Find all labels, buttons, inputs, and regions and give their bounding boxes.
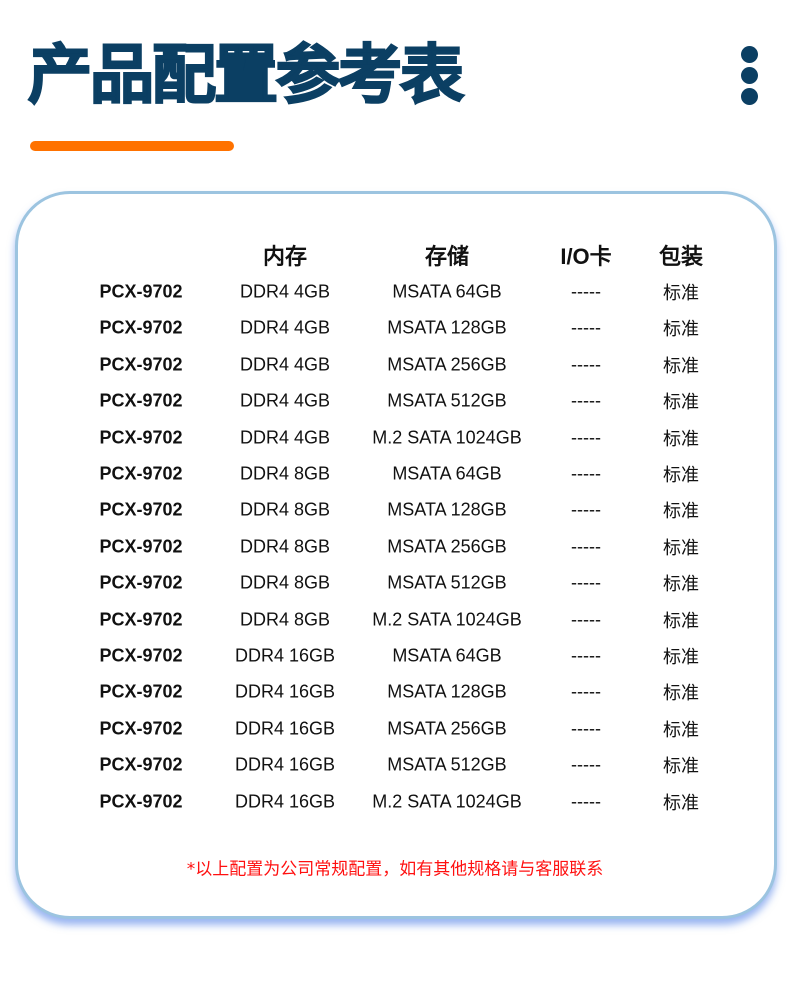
cell-model: PCX-9702 (99, 754, 183, 775)
cell-storage: MSATA 64GB (392, 463, 502, 484)
cell-memory: DDR4 8GB (239, 572, 331, 593)
cell-io-card: ----- (571, 681, 601, 702)
cell-memory: DDR4 8GB (239, 463, 331, 484)
cell-package: 标准 (663, 319, 699, 340)
cell-package: 标准 (663, 392, 699, 413)
cell-memory: DDR4 4GB (239, 427, 331, 448)
cell-package: 标准 (663, 792, 699, 813)
vertical-dots-icon[interactable] (741, 46, 759, 109)
cell-model: PCX-9702 (99, 791, 183, 812)
cell-storage: MSATA 256GB (387, 536, 507, 557)
cell-storage: MSATA 64GB (392, 281, 502, 302)
cell-storage: M.2 SATA 1024GB (372, 609, 522, 630)
cell-memory: DDR4 4GB (239, 354, 331, 375)
cell-memory: DDR4 8GB (239, 499, 331, 520)
cell-model: PCX-9702 (99, 281, 183, 302)
cell-storage: MSATA 512GB (387, 754, 507, 775)
cell-model: PCX-9702 (99, 463, 183, 484)
config-table-card (15, 191, 777, 919)
cell-io-card: ----- (571, 427, 601, 448)
cell-memory: DDR4 16GB (234, 754, 336, 775)
cell-io-card: ----- (571, 754, 601, 775)
cell-storage: MSATA 512GB (387, 572, 507, 593)
cell-package: 标准 (663, 574, 699, 595)
cell-storage: MSATA 256GB (387, 718, 507, 739)
cell-memory: DDR4 8GB (239, 536, 331, 557)
cell-model: PCX-9702 (99, 718, 183, 739)
page-title: 产品配置参考表 (27, 38, 465, 114)
cell-storage: MSATA 256GB (387, 354, 507, 375)
cell-storage: M.2 SATA 1024GB (372, 427, 522, 448)
cell-model: PCX-9702 (99, 645, 183, 666)
cell-storage: MSATA 512GB (387, 390, 507, 411)
header-package: 包装 (658, 244, 704, 269)
cell-package: 标准 (663, 719, 699, 740)
cell-model: PCX-9702 (99, 572, 183, 593)
cell-model: PCX-9702 (99, 609, 183, 630)
cell-io-card: ----- (571, 499, 601, 520)
cell-memory: DDR4 16GB (234, 645, 336, 666)
cell-io-card: ----- (571, 718, 601, 739)
cell-model: PCX-9702 (99, 427, 183, 448)
cell-model: PCX-9702 (99, 354, 183, 375)
cell-model: PCX-9702 (99, 499, 183, 520)
cell-memory: DDR4 16GB (234, 718, 336, 739)
cell-io-card: ----- (571, 572, 601, 593)
cell-io-card: ----- (571, 281, 601, 302)
cell-memory: DDR4 4GB (239, 390, 331, 411)
cell-io-card: ----- (571, 609, 601, 630)
accent-bar (30, 141, 234, 151)
cell-package: 标准 (663, 610, 699, 631)
header-memory: 内存 (262, 244, 308, 269)
cell-storage: M.2 SATA 1024GB (372, 791, 522, 812)
cell-io-card: ----- (571, 645, 601, 666)
config-note: *以上配置为公司常规配置，如有其他规格请与客服联系 (186, 859, 604, 880)
cell-io-card: ----- (571, 791, 601, 812)
cell-model: PCX-9702 (99, 681, 183, 702)
cell-memory: DDR4 16GB (234, 681, 336, 702)
cell-memory: DDR4 4GB (239, 281, 331, 302)
cell-model: PCX-9702 (99, 390, 183, 411)
header-storage: 存储 (424, 244, 470, 269)
cell-package: 标准 (663, 465, 699, 485)
cell-io-card: ----- (571, 354, 601, 375)
cell-storage: MSATA 128GB (387, 681, 507, 702)
cell-package: 标准 (663, 683, 699, 704)
cell-memory: DDR4 8GB (239, 609, 331, 630)
cell-storage: MSATA 128GB (387, 317, 507, 338)
cell-package: 标准 (663, 647, 699, 667)
cell-storage: MSATA 64GB (392, 645, 502, 666)
cell-storage: MSATA 128GB (387, 499, 507, 520)
cell-package: 标准 (663, 355, 699, 376)
cell-io-card: ----- (571, 463, 601, 484)
cell-memory: DDR4 16GB (234, 791, 336, 812)
cell-io-card: ----- (571, 317, 601, 338)
cell-package: 标准 (663, 501, 699, 522)
cell-model: PCX-9702 (99, 536, 183, 557)
cell-model: PCX-9702 (99, 317, 183, 338)
cell-io-card: ----- (571, 536, 601, 557)
cell-package: 标准 (663, 428, 699, 449)
cell-package: 标准 (663, 283, 699, 303)
cell-io-card: ----- (571, 390, 601, 411)
cell-memory: DDR4 4GB (239, 317, 331, 338)
cell-package: 标准 (663, 537, 699, 558)
header-io-card: I/O卡 (560, 244, 612, 269)
cell-package: 标准 (663, 756, 699, 777)
